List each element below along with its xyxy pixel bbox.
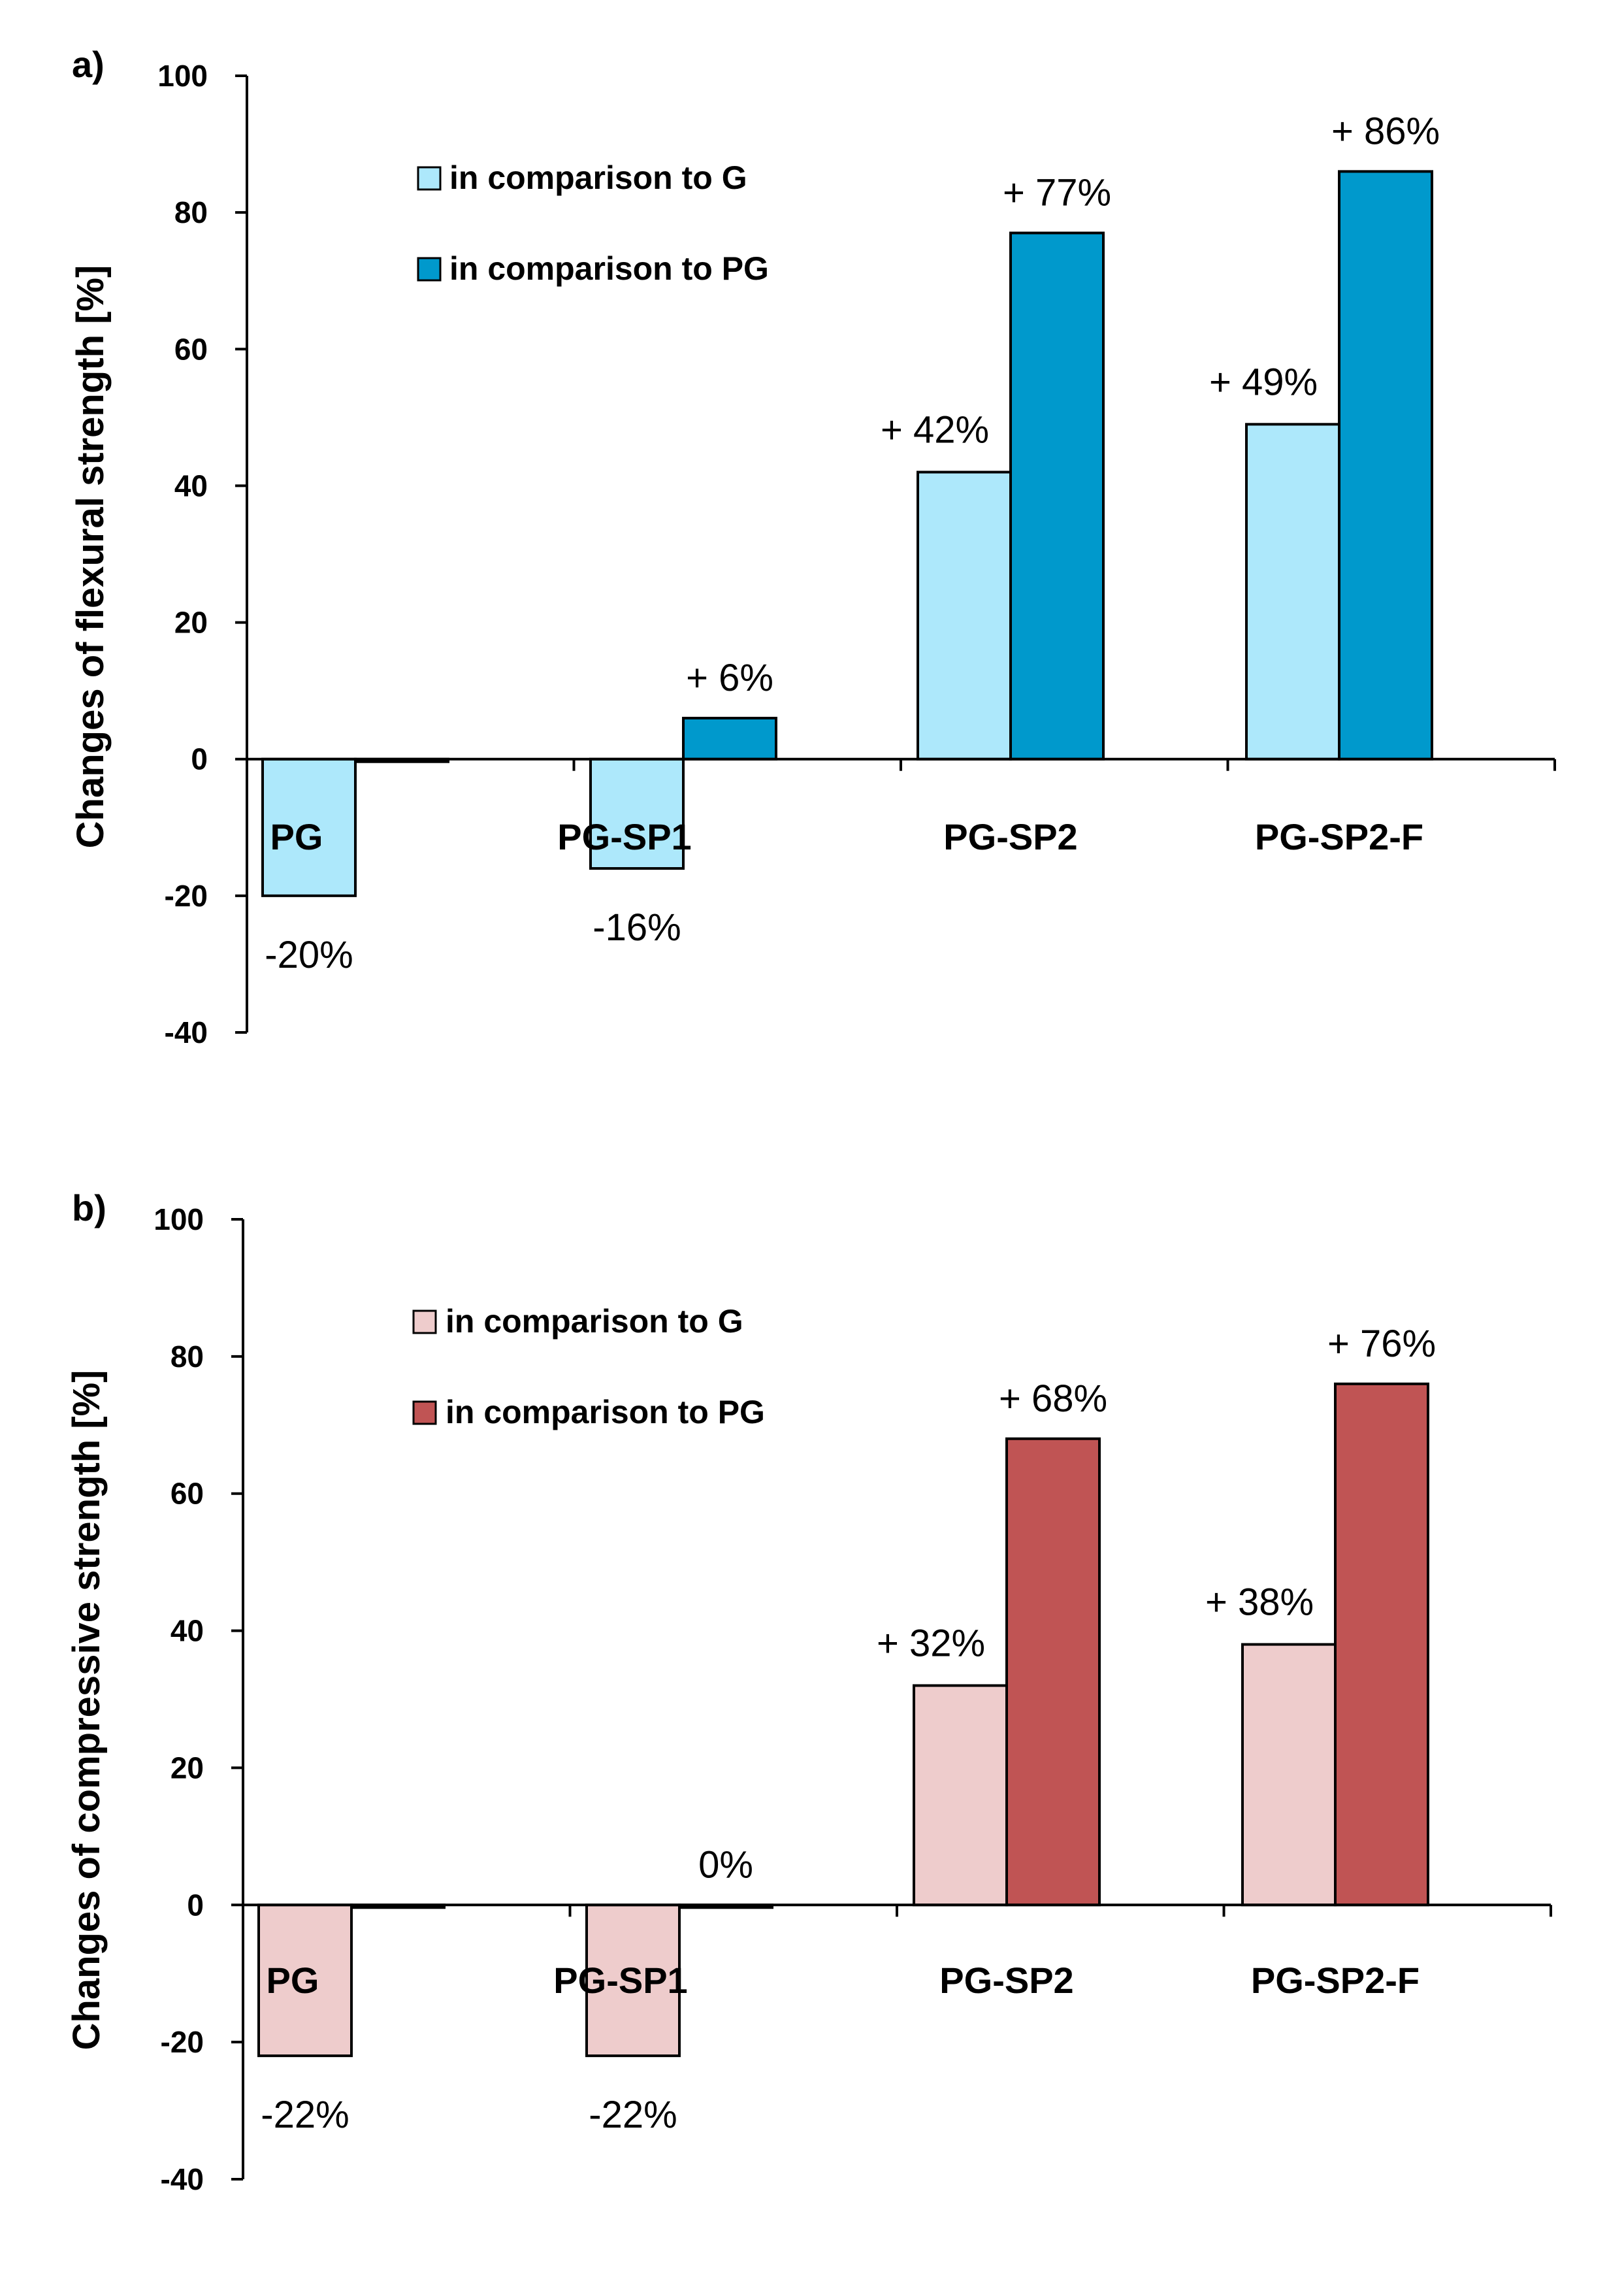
y-tick-label: 0 — [191, 742, 208, 776]
data-label: 0% — [698, 1843, 753, 1886]
bar-vs-pg — [1005, 1437, 1101, 1907]
data-label: + 77% — [1003, 172, 1111, 214]
bar-vs-pg — [682, 716, 777, 761]
category-label: PG-SP2 — [943, 816, 1077, 857]
bar-vs-g — [913, 1684, 1008, 1907]
data-label: + 49% — [1209, 361, 1318, 403]
category-label: PG-SP1 — [557, 816, 691, 857]
data-label: + 68% — [999, 1377, 1107, 1420]
data-label: -16% — [593, 906, 681, 949]
data-label: + 42% — [881, 409, 989, 452]
category-label: PG-SP2-F — [1251, 1960, 1420, 2001]
data-label: -20% — [265, 934, 353, 976]
y-tick-label: -20 — [161, 2025, 204, 2059]
legend-swatch-pg — [412, 1400, 437, 1425]
y-tick-label: 40 — [171, 1614, 204, 1648]
y-axis-title: Changes of compressive strength [%] — [65, 1370, 108, 2050]
data-label: + 86% — [1331, 110, 1440, 152]
plot-area: -40 -20 0 20 40 60 80 100 PG PG-SP1 PG-SP2 PG-SP2-F… — [157, 59, 1556, 1049]
y-tick-label: -40 — [161, 2162, 204, 2196]
category-label: PG-SP1 — [553, 1960, 687, 2001]
bar-vs-g — [257, 1903, 353, 2058]
bar-vs-pg — [1334, 1382, 1429, 1907]
legend-label-pg: in comparison to PG — [446, 1394, 765, 1430]
y-axis-title: Changes of flexural strength [%] — [69, 265, 112, 849]
category-label: PG-SP2-F — [1255, 816, 1423, 857]
legend: in comparison to G in comparison to PG — [412, 1303, 765, 1430]
legend-label-g: in comparison to G — [446, 1303, 743, 1340]
data-label: -22% — [261, 2094, 349, 2136]
plot-area: -40 -20 0 20 40 60 80 100 PG PG-SP1 PG-SP2 PG-SP2-F… — [154, 1202, 1552, 2196]
y-tick-label: -40 — [165, 1015, 208, 1049]
data-label: + 38% — [1205, 1581, 1314, 1624]
y-tick-label: 80 — [171, 1340, 204, 1374]
bar-vs-g — [917, 470, 1012, 761]
legend: in comparison to G in comparison to PG — [417, 159, 769, 287]
data-label: + 32% — [877, 1622, 985, 1665]
bar-vs-pg — [1009, 231, 1105, 761]
y-tick-label: 40 — [174, 469, 208, 502]
panel-a-flexural-chart: a) Changes of flexural strength [%] in c… — [69, 44, 1556, 1049]
y-tick-label: 60 — [171, 1477, 204, 1511]
legend-label-g: in comparison to G — [449, 159, 747, 196]
panel-label: a) — [72, 44, 105, 85]
category-label: PG — [267, 1960, 319, 2001]
bar-vs-g — [585, 1903, 681, 2058]
panel-label: b) — [72, 1187, 106, 1228]
y-tick-label: 20 — [174, 606, 208, 640]
y-tick-label: 100 — [157, 59, 208, 93]
bar-vs-pg — [1338, 170, 1433, 761]
legend-swatch-g — [417, 166, 442, 191]
legend-label-pg: in comparison to PG — [449, 250, 769, 287]
bar-vs-g — [1241, 1643, 1337, 1907]
legend-swatch-pg — [417, 257, 442, 282]
category-label: PG — [270, 816, 323, 857]
category-label: PG-SP2 — [939, 1960, 1073, 2001]
data-label: + 6% — [686, 657, 773, 699]
legend-swatch-g — [412, 1309, 437, 1334]
bar-vs-g — [1245, 423, 1340, 761]
y-tick-label: 60 — [174, 332, 208, 366]
y-tick-label: 20 — [171, 1751, 204, 1785]
panel-b-compressive-chart: b) Changes of compressive strength [%] i… — [65, 1187, 1552, 2196]
bar-vs-g — [589, 757, 685, 870]
y-tick-label: 100 — [154, 1202, 204, 1236]
data-label: -22% — [589, 2094, 677, 2136]
data-label: + 76% — [1327, 1323, 1436, 1365]
y-tick-label: 0 — [187, 1888, 204, 1922]
y-tick-label: -20 — [165, 879, 208, 913]
y-tick-label: 80 — [174, 195, 208, 229]
